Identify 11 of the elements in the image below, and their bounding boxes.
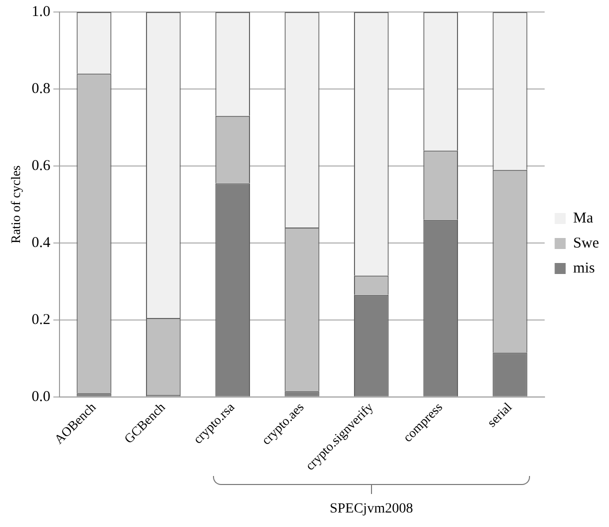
y-tick-label: 0.2 bbox=[32, 312, 50, 328]
y-tick-label: 0.6 bbox=[32, 158, 51, 174]
y-axis-title: Ratio of cycles bbox=[8, 165, 24, 244]
y-tick-label: 1.0 bbox=[32, 4, 50, 20]
y-tick-label: 0.8 bbox=[32, 80, 50, 97]
y-tick-label: 0.0 bbox=[32, 388, 50, 405]
y-tick-label: 0.4 bbox=[32, 234, 51, 251]
legend-label: Ma bbox=[573, 210, 594, 226]
legend-label: Swe bbox=[573, 235, 600, 252]
legend-label: mis bbox=[573, 260, 595, 276]
text: SPECjvm2008 bbox=[330, 502, 413, 517]
